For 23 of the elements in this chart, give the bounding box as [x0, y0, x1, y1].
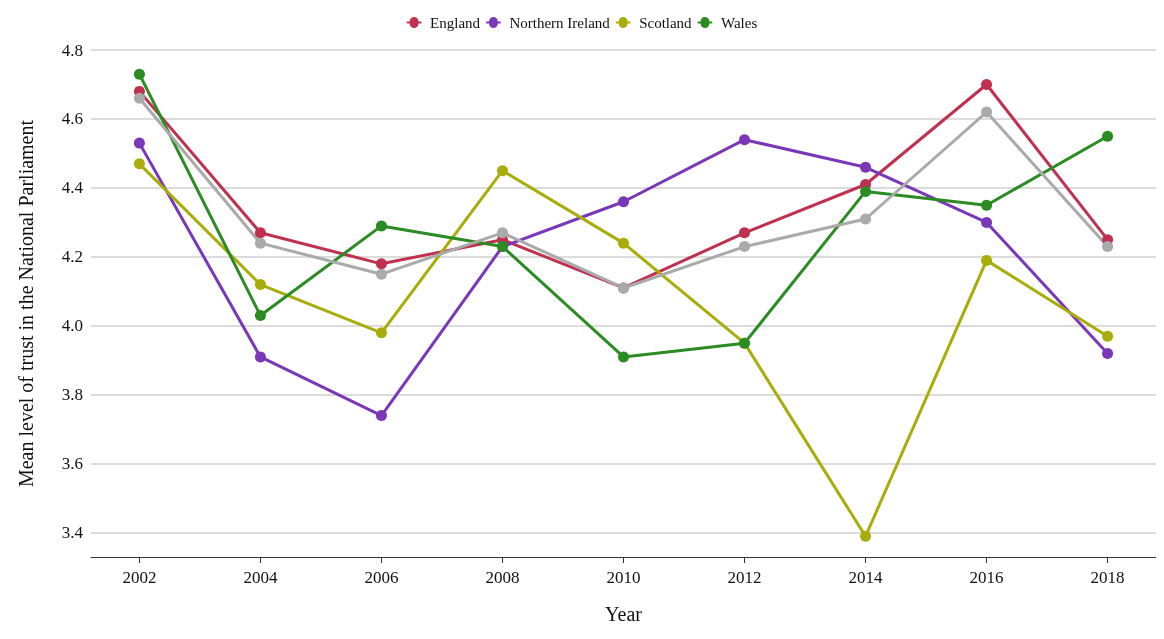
x-tick-label: 2010: [606, 568, 641, 587]
y-tick-label: 4.2: [61, 247, 83, 267]
x-tick-label: 2008: [485, 568, 520, 587]
y-tick-label: 4.4: [61, 178, 84, 198]
y-tick-label: 4.6: [61, 109, 83, 129]
x-tick-label: 2006: [364, 568, 399, 587]
y-axis-title: Mean level of trust in the National Parliament: [15, 119, 37, 488]
y-tick-label: 4.8: [61, 40, 83, 60]
y-tick-label: 3.8: [61, 385, 83, 405]
x-tick-label: 2012: [727, 568, 762, 587]
x-tick-label: 2004: [243, 568, 278, 587]
legend-label: England: [430, 14, 481, 31]
x-tick-label: 2014: [848, 568, 884, 587]
legend-label: Scotland: [639, 14, 693, 31]
x-tick-label: 2018: [1090, 568, 1125, 587]
y-tick-label: 3.4: [61, 523, 84, 543]
x-tick-label: 2002: [122, 568, 157, 587]
x-axis-title: Year: [605, 603, 643, 625]
y-tick-label: 4.0: [61, 316, 83, 336]
legend-label: Wales: [720, 14, 758, 31]
x-tick-label: 2016: [969, 568, 1004, 587]
y-tick-label: 3.6: [61, 454, 83, 474]
legend-label: Northern Ireland: [509, 14, 611, 31]
